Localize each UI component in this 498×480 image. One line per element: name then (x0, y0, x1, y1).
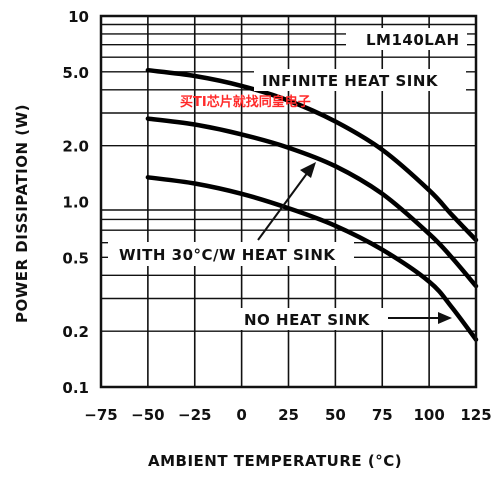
x-tick-label-6: 75 (372, 406, 393, 424)
series-line-0 (145, 67, 479, 243)
y-tick-label-2: 0.5 (62, 249, 89, 267)
x-tick-label-4: 25 (278, 406, 299, 424)
plot-border (99, 14, 478, 389)
with30-label-bg (108, 242, 354, 266)
arrow-to-no-heat-sink-curve (388, 312, 452, 324)
series-line-2 (145, 175, 479, 342)
x-tick-label-3: 0 (236, 406, 246, 424)
x-tick-label-2: −25 (178, 406, 211, 424)
watermark-text: 买TI芯片就找同皇电子 (180, 94, 311, 110)
x-tick-label-0: −75 (84, 406, 117, 424)
infinite-heat-sink-label: INFINITE HEAT SINK (262, 72, 439, 90)
y-tick-label-0: 0.1 (62, 379, 89, 397)
infinite-label-bg (254, 69, 466, 91)
x-tick-label-1: −50 (131, 406, 164, 424)
x-tick-label-7: 100 (413, 406, 444, 424)
y-axis-title: POWER DISSIPATION (W) (13, 104, 31, 323)
y-tick-label-5: 5.0 (62, 64, 89, 82)
curves (145, 67, 479, 342)
y-tick-label-4: 2.0 (62, 138, 89, 156)
device-label-bg (346, 28, 467, 50)
series-line-1 (145, 116, 479, 289)
x-axis-title: AMBIENT TEMPERATURE (°C) (148, 452, 402, 470)
arrow-to-30cw-curve (257, 162, 316, 241)
tick-labels: 0.1 0.2 0.5 1.0 2.0 5.0 10 −75 −50 −25 0 25 50 75 100 1… (62, 8, 491, 424)
device-label: LM140LAH (366, 31, 460, 49)
y-tick-label-1: 0.2 (62, 323, 89, 341)
x-tick-label-8: 125 (460, 406, 491, 424)
no-heat-sink-label: NO HEAT SINK (244, 311, 371, 329)
x-tick-label-5: 50 (325, 406, 346, 424)
y-tick-label-3: 1.0 (62, 194, 89, 212)
y-tick-label-6: 10 (68, 8, 89, 26)
plot-frame (99, 14, 478, 389)
with-30cw-heat-sink-label: WITH 30°C/W HEAT SINK (119, 246, 336, 264)
no-heat-sink-label-bg (236, 308, 386, 330)
